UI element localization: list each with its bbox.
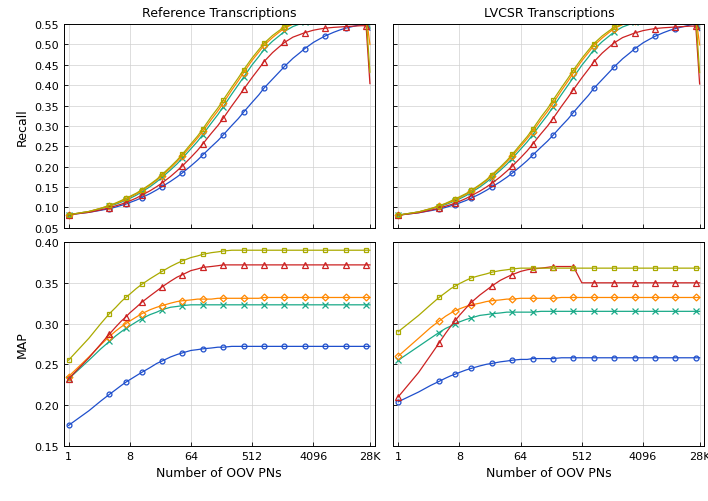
X-axis label: Number of OOV PNs: Number of OOV PNs bbox=[156, 466, 282, 479]
Title: LVCSR Transcriptions: LVCSR Transcriptions bbox=[484, 7, 615, 20]
X-axis label: Number of OOV PNs: Number of OOV PNs bbox=[486, 466, 612, 479]
Y-axis label: MAP: MAP bbox=[16, 331, 28, 358]
Title: Reference Transcriptions: Reference Transcriptions bbox=[142, 7, 297, 20]
Y-axis label: Recall: Recall bbox=[16, 108, 28, 145]
